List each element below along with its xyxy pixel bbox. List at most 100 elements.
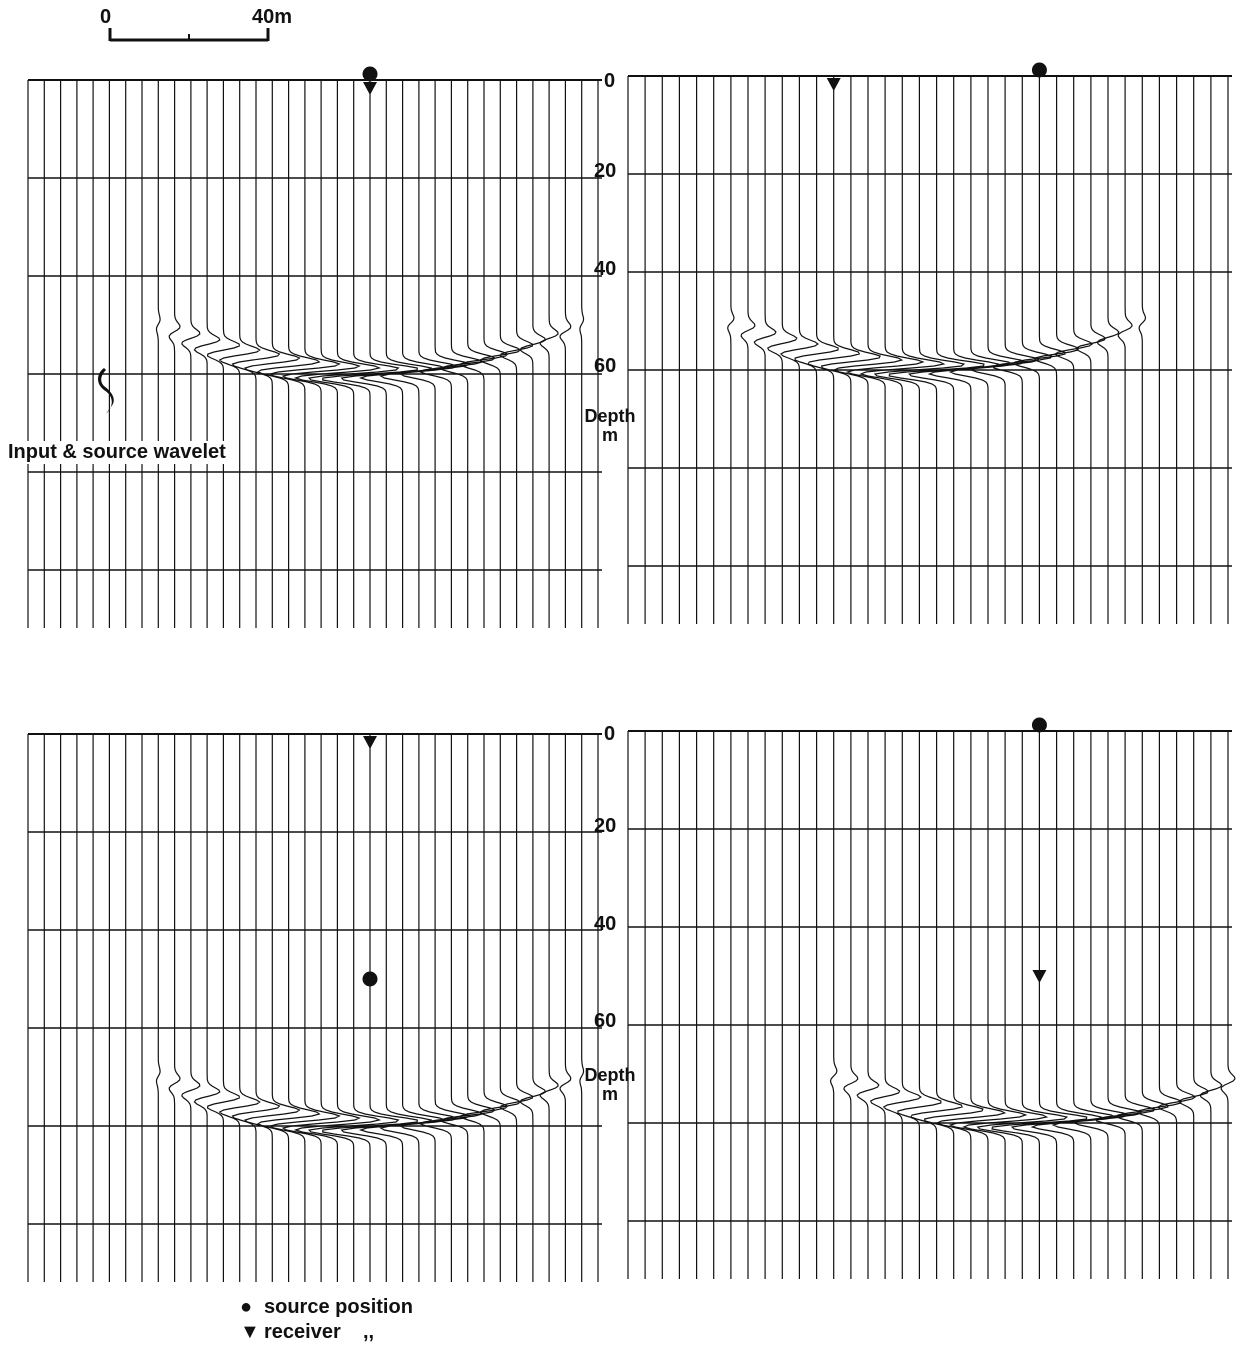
- trace: [992, 76, 1053, 624]
- trace: [399, 734, 472, 1282]
- trace: [923, 731, 984, 1279]
- trace: [218, 80, 261, 628]
- trace: [829, 731, 838, 1279]
- trace: [832, 76, 904, 624]
- trace: [206, 80, 240, 628]
- trace: [888, 76, 985, 624]
- panel-bottom-right: [627, 717, 1236, 1279]
- trace: [268, 734, 341, 1282]
- panel-top-right: [627, 62, 1232, 624]
- trace: [843, 731, 859, 1279]
- trace: [794, 76, 839, 624]
- trace: [1072, 731, 1144, 1279]
- trace: [991, 731, 1088, 1279]
- trace: [479, 734, 522, 1282]
- trace: [740, 76, 756, 624]
- trace: [218, 734, 261, 1282]
- trace: [256, 734, 321, 1282]
- trace: [193, 734, 221, 1282]
- source-position-icon: ●: [240, 1296, 253, 1318]
- trace: [1075, 76, 1107, 624]
- trace: [1178, 731, 1209, 1279]
- trace: [559, 80, 572, 628]
- scale-bar-end-label: 40m: [252, 6, 293, 28]
- trace: [181, 80, 201, 628]
- trace: [1137, 731, 1182, 1279]
- panels-layer: [27, 62, 1236, 1282]
- trace: [969, 76, 1041, 624]
- trace: [882, 731, 922, 1279]
- trace: [1054, 76, 1094, 624]
- trace: [499, 734, 534, 1282]
- trace: [1220, 731, 1236, 1279]
- trace: [927, 76, 1015, 624]
- trace: [908, 76, 1000, 624]
- trace: [308, 80, 400, 628]
- trace: [281, 734, 361, 1282]
- trace: [206, 734, 240, 1282]
- trace: [753, 76, 777, 624]
- trace: [379, 80, 459, 628]
- trace: [322, 80, 418, 628]
- depth-tick-20-bottom: 20: [594, 815, 617, 837]
- trace: [727, 76, 735, 624]
- trace: [767, 76, 798, 624]
- trace: [419, 80, 484, 628]
- trace: [897, 731, 942, 1279]
- trace: [308, 734, 400, 1282]
- legend-source-text: source position: [264, 1296, 413, 1318]
- depth-axis-label-line1: Depth: [584, 1065, 636, 1085]
- depth-tick-0-bottom: 0: [604, 723, 616, 745]
- depth-axis-label-line2: m: [601, 425, 618, 445]
- trace: [293, 80, 382, 628]
- trace: [910, 731, 963, 1279]
- receiver-marker: [1032, 970, 1047, 983]
- trace: [539, 80, 559, 628]
- trace: [1115, 731, 1169, 1279]
- depth-tick-60-top: 60: [594, 355, 617, 377]
- panel-top-left: [27, 66, 602, 628]
- depth-axis-label-line1: Depth: [584, 406, 636, 426]
- scale-bar: [108, 28, 270, 42]
- trace: [539, 734, 559, 1282]
- trace: [859, 76, 946, 624]
- source-marker: [1031, 717, 1047, 733]
- source-marker: [362, 66, 378, 82]
- trace: [1138, 76, 1147, 624]
- trace: [243, 80, 301, 628]
- trace: [155, 80, 161, 628]
- trace: [399, 80, 472, 628]
- trace: [807, 76, 861, 624]
- receiver-marker: [826, 78, 841, 91]
- trace: [779, 76, 819, 624]
- trace: [243, 734, 301, 1282]
- depth-tick-40-top: 40: [594, 258, 617, 280]
- source-wavelet: [98, 368, 114, 414]
- trace: [439, 80, 497, 628]
- receiver-icon: ▼: [240, 1321, 260, 1343]
- trace: [948, 76, 1028, 624]
- trace: [322, 734, 418, 1282]
- trace: [231, 734, 281, 1282]
- legend-receiver-text: receiver ,,: [264, 1321, 375, 1343]
- trace: [820, 76, 881, 624]
- trace: [579, 80, 585, 628]
- depth-axis-label-line2: m: [601, 1084, 618, 1104]
- source-marker: [362, 971, 378, 987]
- trace: [1012, 76, 1066, 624]
- panel-bottom-left: [27, 733, 602, 1282]
- trace: [379, 734, 459, 1282]
- trace: [459, 734, 509, 1282]
- trace: [281, 80, 361, 628]
- legend-source: ● source position: [240, 1296, 413, 1319]
- wavelet-label: Input & source wavelet: [6, 441, 228, 464]
- trace: [1010, 731, 1103, 1279]
- trace: [976, 731, 1069, 1279]
- depth-axis-label-top: Depth m: [575, 407, 645, 445]
- trace: [1199, 731, 1223, 1279]
- trace: [1030, 731, 1117, 1279]
- receiver-marker: [363, 82, 377, 95]
- trace: [948, 731, 1028, 1279]
- depth-tick-0-top: 0: [604, 70, 616, 92]
